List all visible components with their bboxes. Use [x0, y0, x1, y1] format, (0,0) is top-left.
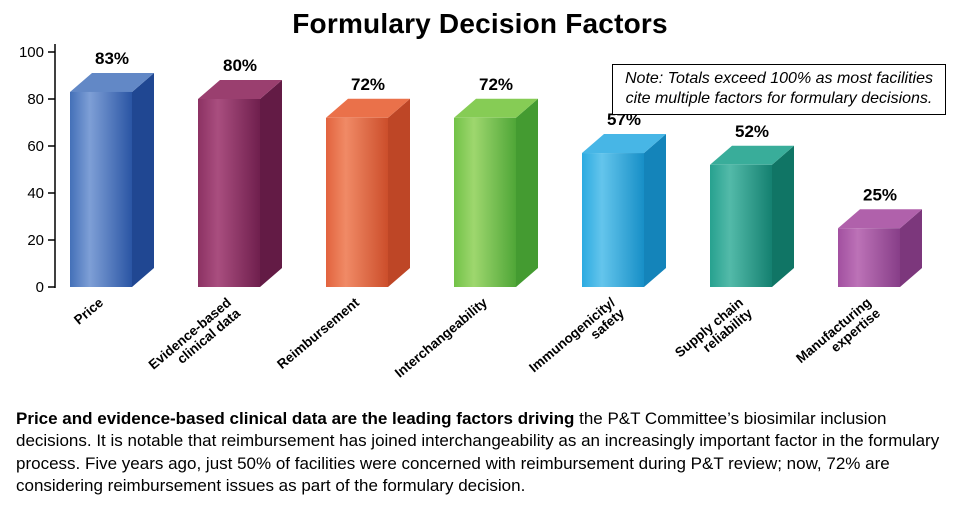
bar-side-face	[900, 209, 922, 287]
y-tick-label: 80	[27, 91, 44, 108]
bar-front-face	[326, 117, 388, 287]
category-label: Evidence-basedclinical data	[146, 295, 244, 384]
bar-front-face	[582, 153, 644, 287]
bar-top-face	[326, 98, 410, 118]
bar-side-face	[516, 98, 538, 287]
caption-bold: Price and evidence-based clinical data a…	[16, 409, 575, 428]
bar-top-face	[454, 98, 538, 118]
category-label: Manufacturingexpertise	[793, 294, 883, 376]
note-line-1: Note: Totals exceed 100% as most facilit…	[624, 70, 933, 87]
category-label: Interchangeability	[392, 294, 491, 380]
bar-side-face	[388, 98, 410, 287]
bar-top-face	[582, 134, 666, 154]
bar-side-face	[260, 80, 282, 287]
y-tick-label: 0	[36, 279, 44, 296]
value-label: 52%	[735, 122, 769, 141]
bar-supply-chain-reliability: 52% Supply chainreliability	[672, 122, 794, 371]
bar-chart: 0 20 40 60 80 100 83% Price 80% Evidence-basedcli…	[19, 44, 922, 385]
bar-front-face	[710, 164, 772, 287]
value-label: 80%	[223, 56, 257, 75]
bar-top-face	[838, 209, 922, 229]
caption-rest: the P&T Committee’s biosimilar inclusion…	[16, 409, 940, 496]
y-tick-label: 40	[27, 185, 44, 202]
value-label: 83%	[95, 49, 129, 68]
bar-front-face	[454, 117, 516, 287]
y-tick-label: 20	[27, 232, 44, 249]
y-tick-label: 100	[19, 44, 44, 61]
category-label: Price	[71, 294, 106, 327]
bar-front-face	[838, 228, 900, 287]
bar-front-face	[70, 91, 132, 287]
value-label: 72%	[479, 75, 513, 94]
bar-top-face	[70, 72, 154, 92]
chart-title: Formulary Decision Factors	[292, 8, 668, 39]
category-label: Reimbursement	[274, 294, 362, 371]
bar-interchangeability: 72% Interchangeability	[392, 75, 538, 381]
bar-side-face	[644, 134, 666, 287]
bar-manufacturing-expertise: 25% Manufacturingexpertise	[793, 185, 922, 376]
note-box: Note: Totals exceed 100% as most facilit…	[611, 64, 946, 115]
bar-top-face	[198, 80, 282, 99]
bar-reimbursement: 72% Reimbursement	[274, 75, 410, 372]
y-tick-label: 60	[27, 138, 44, 155]
bar-evidence-based-clinical-data: 80% Evidence-basedclinical data	[146, 56, 282, 384]
bar-top-face	[710, 145, 794, 165]
category-label: Supply chainreliability	[672, 294, 755, 371]
y-axis: 0 20 40 60 80 100	[19, 44, 56, 296]
value-label: 72%	[351, 75, 385, 94]
bar-side-face	[772, 145, 794, 287]
chart-area: 0 20 40 60 80 100 83% Price 80% Evidence-basedcli…	[0, 40, 960, 402]
note-line-2: cite multiple factors for formulary deci…	[625, 90, 933, 108]
bar-side-face	[132, 72, 154, 287]
bar-immunogenicity-safety: 57%Immunogenicity/safety	[526, 110, 666, 385]
bar-front-face	[198, 99, 260, 287]
category-label: Immunogenicity/safety	[526, 294, 627, 385]
bar-price: 83% Price	[70, 49, 154, 328]
caption-text: Price and evidence-based clinical data a…	[0, 402, 960, 498]
value-label: 25%	[863, 185, 897, 204]
